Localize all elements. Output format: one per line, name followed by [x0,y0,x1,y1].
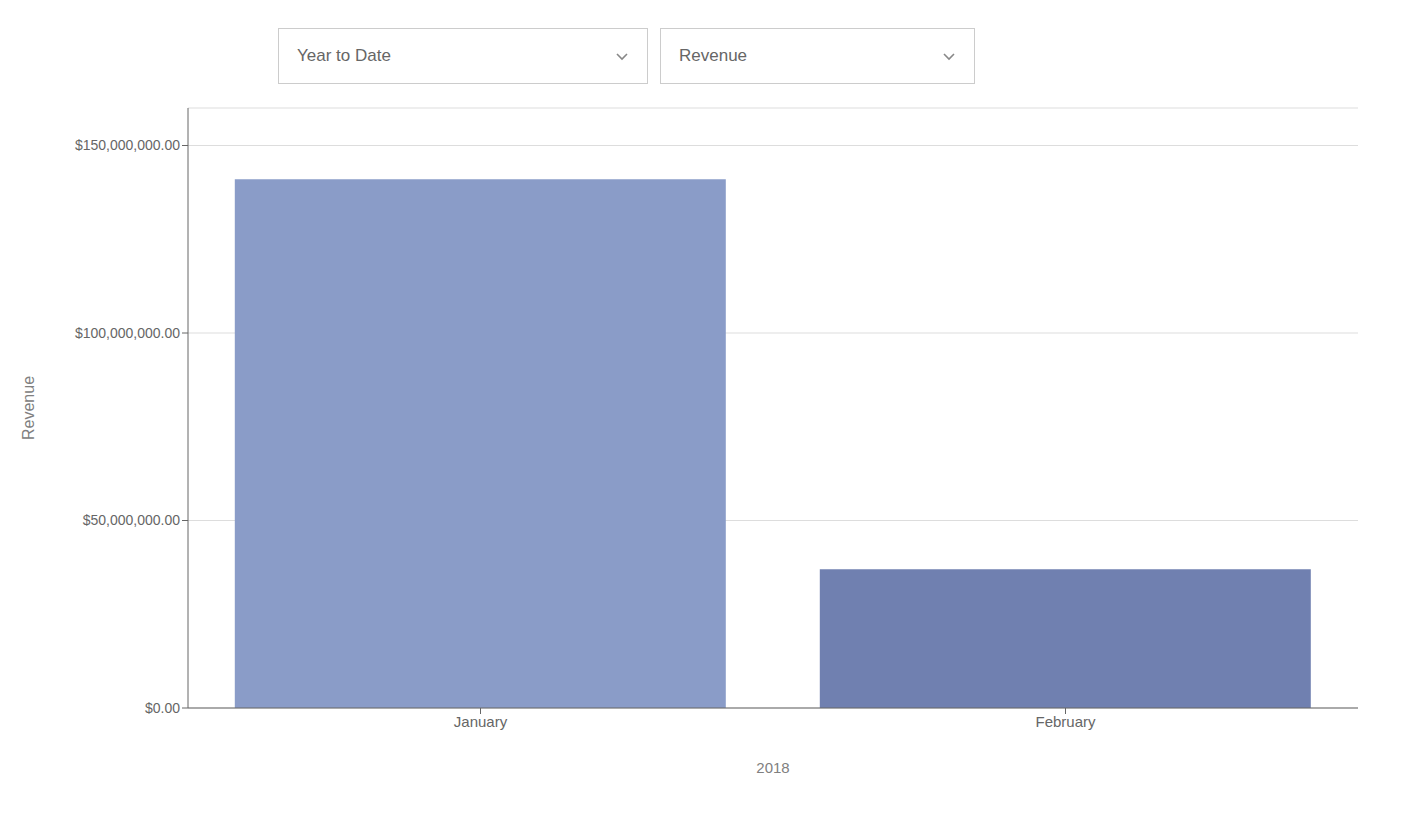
svg-text:February: February [1035,713,1096,730]
svg-text:Revenue: Revenue [20,376,37,440]
svg-text:2018: 2018 [756,759,789,776]
html-text:Revenue: Revenue [679,46,748,65]
svg-text:January: January [454,713,508,730]
svg-text:$50,000,000.00: $50,000,000.00 [83,512,181,528]
svg-text:$0.00: $0.00 [145,700,180,716]
svg-text:$100,000,000.00: $100,000,000.00 [75,325,180,341]
html-text:Year to Date: Year to Date [297,46,391,65]
svg-text:$150,000,000.00: $150,000,000.00 [75,137,180,153]
